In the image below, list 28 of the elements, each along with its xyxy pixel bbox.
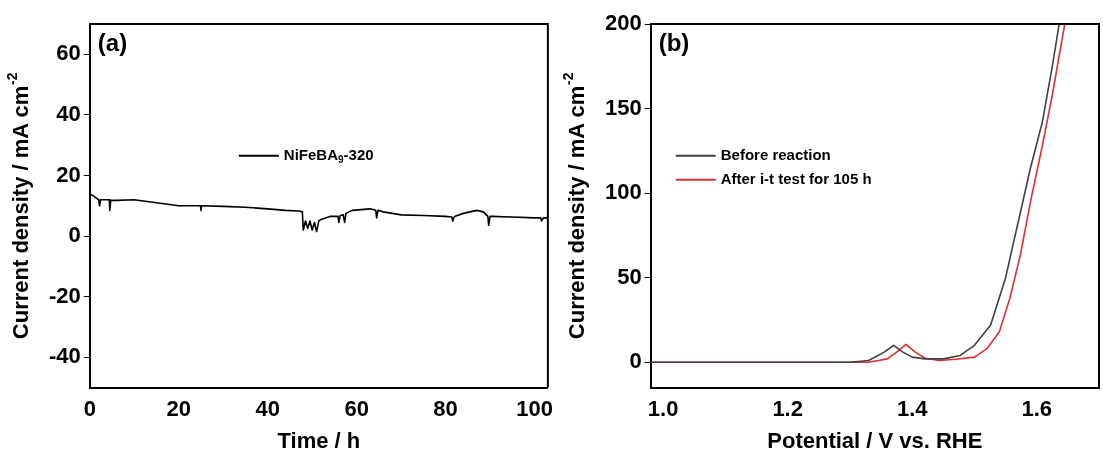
x-axis-title: Potential / V vs. RHE — [767, 427, 983, 453]
y-axis-title: Current density / mA cm-2 — [4, 72, 34, 340]
y-tick-label: 20 — [56, 161, 81, 187]
y-tick-label: 200 — [604, 10, 642, 36]
legend-label: Before reaction — [720, 145, 831, 163]
x-tick-label: 60 — [344, 395, 369, 421]
y-tick-label: 100 — [604, 179, 642, 205]
y-tick-label: 50 — [617, 263, 642, 289]
y-axis-title: Current density / mA cm-2 — [560, 72, 590, 340]
chart-title: (a) — [97, 28, 128, 56]
x-tick-label: 80 — [433, 395, 458, 421]
y-tick-label: 150 — [604, 94, 642, 120]
x-tick-label: 1.2 — [772, 395, 803, 421]
x-axis-title: Time / h — [277, 427, 361, 453]
y-tick-label: -40 — [49, 343, 81, 369]
x-tick-label: 40 — [255, 395, 280, 421]
y-tick-label: 60 — [56, 40, 81, 66]
y-tick-label: -20 — [49, 282, 81, 308]
y-tick-label: 40 — [56, 100, 81, 126]
y-tick-label: 0 — [68, 222, 81, 248]
x-tick-label: 1.6 — [1021, 395, 1053, 421]
x-tick-label: 1.0 — [647, 395, 679, 421]
x-tick-label: 100 — [516, 395, 553, 421]
y-tick-label: 0 — [629, 348, 642, 374]
chart-title: (b) — [658, 28, 690, 56]
x-tick-label: 1.4 — [896, 395, 929, 421]
legend-label: After i-t test for 105 h — [720, 169, 872, 187]
x-tick-label: 20 — [166, 395, 191, 421]
